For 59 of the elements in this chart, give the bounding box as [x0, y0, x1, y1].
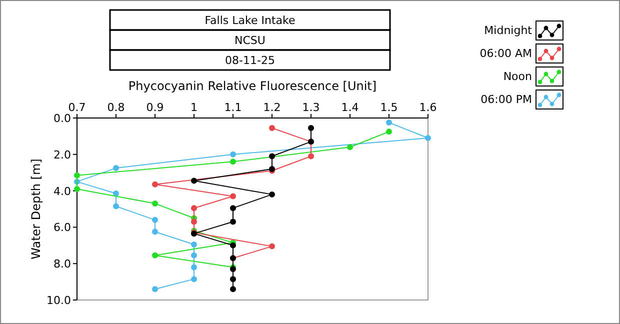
point: [191, 264, 197, 270]
legend-label: 06:00 PM: [480, 93, 532, 106]
chart-subtitle: NCSU: [234, 34, 266, 47]
x-tick-label: 1.3: [302, 101, 320, 114]
legend-label: Midnight: [484, 24, 533, 37]
x-tick-label: 1.5: [380, 101, 398, 114]
point: [230, 151, 236, 158]
x-axis-title: Phycocyanin Relative Fluorescence [Unit]: [128, 79, 377, 93]
point: [113, 165, 119, 172]
point: [269, 153, 275, 160]
point: [191, 241, 197, 248]
x-tick-label: 0.7: [68, 101, 86, 114]
point: [152, 181, 158, 188]
point: [191, 218, 197, 225]
point: [152, 228, 158, 235]
point: [152, 216, 158, 223]
point: [269, 191, 275, 198]
text: 08-11-25: [225, 54, 275, 67]
point: [113, 203, 119, 210]
point: [191, 276, 197, 282]
point: [230, 242, 236, 248]
y-tick-label: 8.0: [54, 258, 71, 271]
point: [230, 218, 236, 225]
point: [308, 125, 314, 132]
point: [230, 193, 236, 200]
point: [386, 128, 392, 135]
point: [347, 144, 353, 150]
x-tick-label: 1.6: [419, 101, 437, 114]
point: [152, 200, 158, 207]
y-tick-label: 4.0: [54, 184, 71, 198]
x-tick-label: 1.4: [341, 101, 359, 114]
point: [230, 158, 236, 165]
y-tick-label: 0.0: [54, 112, 71, 125]
point: [230, 286, 236, 292]
y-axis-title: Water Depth [m]: [29, 158, 43, 260]
y-tick-label: 10.0: [46, 294, 71, 307]
point: [152, 286, 158, 292]
x-tick-label: 0.9: [146, 101, 164, 114]
point: [425, 135, 431, 142]
x-tick-label: 1: [190, 101, 198, 114]
point: [191, 178, 197, 184]
point: [74, 186, 80, 192]
point: [308, 153, 314, 160]
x-tick-label: 1.2: [263, 101, 281, 114]
point: [74, 172, 80, 178]
point: [269, 125, 275, 132]
legend-label: Noon: [503, 70, 532, 83]
y-tick-label: 6.0: [54, 221, 71, 234]
point: [230, 205, 236, 212]
point: [269, 243, 275, 250]
point: [191, 252, 197, 258]
x-tick-label: 1.1: [224, 101, 242, 114]
y-tick-label: 2.0: [54, 148, 71, 162]
point: [191, 205, 197, 212]
chart-title: Falls Lake Intake: [204, 14, 296, 27]
point: [386, 120, 392, 126]
x-tick-label: 0.8: [107, 101, 125, 114]
legend-label: 06:00 AM: [480, 47, 532, 60]
point: [152, 252, 158, 258]
